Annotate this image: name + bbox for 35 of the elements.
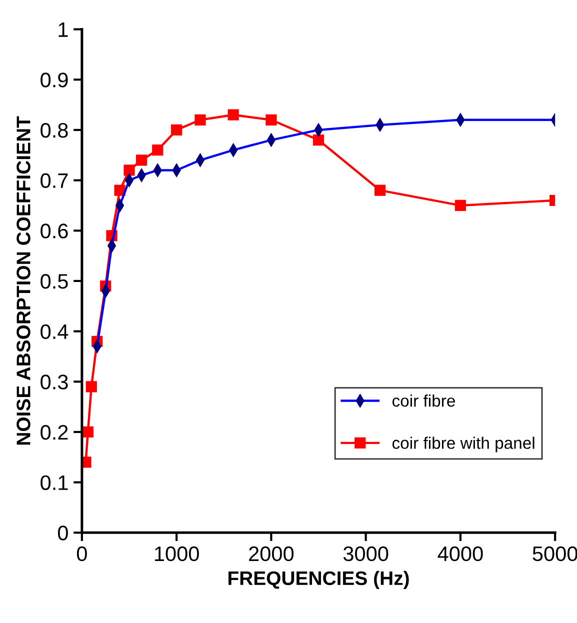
y-axis-title: NOISE ABSORPTION COEFFICIENT [16,116,30,445]
point [454,200,466,212]
x-tick-label: 1000 [154,546,199,562]
y-tick-label: 0.3 [40,374,68,390]
y-tick-label: 0.1 [40,475,68,490]
point [152,144,164,156]
y-tick-label: 0.6 [40,224,68,238]
point [136,154,148,166]
point [82,426,94,438]
x-tick-label: 2000 [249,546,294,562]
point [86,381,97,392]
x-tick-label: 5000 [532,546,577,562]
point [124,164,135,176]
y-tick-label: 1 [58,22,68,37]
point [374,184,386,196]
x-axis-title: FREQUENCIES (Hz) [228,570,409,589]
x-tick-label: 3000 [343,546,388,562]
y-tick-label: 0.2 [40,424,68,440]
x-tick-label: 4000 [438,546,483,562]
y-tick-label: 0.4 [40,324,68,340]
point [266,114,277,126]
legend-label: coir fibre with panel [392,436,534,452]
x-tick-label: 0 [76,546,87,562]
point [194,114,206,126]
y-tick-label: 0 [58,526,68,540]
legend-label: coir fibre [392,394,455,407]
point [312,134,324,146]
point [171,124,182,136]
y-tick-label: 0.8 [40,122,68,138]
y-tick-label: 0.7 [40,173,68,188]
point [82,456,92,468]
y-tick-label: 0.9 [40,72,68,88]
point [228,109,239,120]
y-tick-label: 0.5 [40,274,68,289]
point [114,184,126,196]
